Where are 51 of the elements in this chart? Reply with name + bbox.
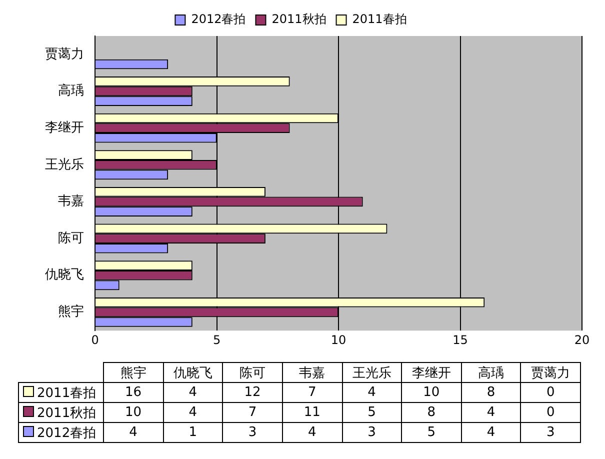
category-label: 王光乐 — [342, 362, 402, 382]
data-label: 5 — [342, 402, 402, 422]
data-label: 7 — [282, 382, 342, 402]
category-label: 韦嘉 — [282, 362, 342, 382]
y-tick-label: 高瑀 — [58, 82, 84, 99]
data-label: 16 — [104, 382, 164, 402]
y-tick-label: 陈可 — [58, 230, 84, 246]
category-label: 贾蔼力 — [520, 362, 580, 382]
category-label: 熊宇 — [104, 362, 164, 382]
y-tick-label: 韦嘉 — [58, 194, 84, 210]
y-tick-label: 熊宇 — [58, 304, 84, 320]
category-label: 陈可 — [222, 362, 282, 382]
category-label: 仇晓飞 — [163, 362, 223, 382]
data-label: 4 — [163, 382, 223, 402]
data-label: 10 — [402, 382, 462, 402]
data-label: 4 — [461, 422, 521, 442]
legend-label: 2011春拍 — [18, 382, 104, 402]
legend-label: 2011秋拍 — [272, 12, 326, 26]
legend-label: 2012春拍 — [191, 12, 246, 26]
data-label: 0 — [520, 402, 580, 422]
data-label: 3 — [342, 422, 402, 442]
x-tick-label: 20 — [574, 332, 590, 347]
x-tick-label: 10 — [330, 332, 346, 347]
category-label: 高瑀 — [461, 362, 521, 382]
data-label: 8 — [461, 382, 521, 402]
data-label: 10 — [104, 402, 164, 422]
x-tick-label: 0 — [91, 332, 99, 347]
y-tick-label: 贾蔼力 — [45, 46, 84, 62]
data-label: 3 — [520, 422, 580, 442]
data-label: 4 — [104, 422, 164, 442]
data-label: 4 — [163, 402, 223, 422]
legend-label: 2011春拍 — [352, 12, 407, 26]
data-label: 5 — [402, 422, 462, 442]
data-label: 1 — [163, 422, 223, 442]
data-label: 8 — [402, 402, 462, 422]
data-label: 11 — [282, 402, 342, 422]
y-tick-label: 仇晓飞 — [45, 268, 84, 283]
legend-label: 2011秋拍 — [18, 402, 104, 422]
x-tick-label: 5 — [212, 332, 221, 347]
legend-label: 2012春拍 — [18, 422, 104, 442]
data-label: 0 — [520, 382, 580, 402]
data-label: 7 — [222, 402, 282, 422]
y-tick-label: 李继开 — [45, 120, 84, 136]
category-label: 李继开 — [402, 362, 462, 382]
y-tick-label: 王光乐 — [45, 157, 84, 172]
data-label: 4 — [461, 402, 521, 422]
data-label: 4 — [282, 422, 342, 442]
data-label: 4 — [342, 382, 402, 402]
data-label: 3 — [222, 422, 282, 442]
data-label: 12 — [222, 382, 282, 402]
x-tick-label: 15 — [452, 332, 468, 347]
